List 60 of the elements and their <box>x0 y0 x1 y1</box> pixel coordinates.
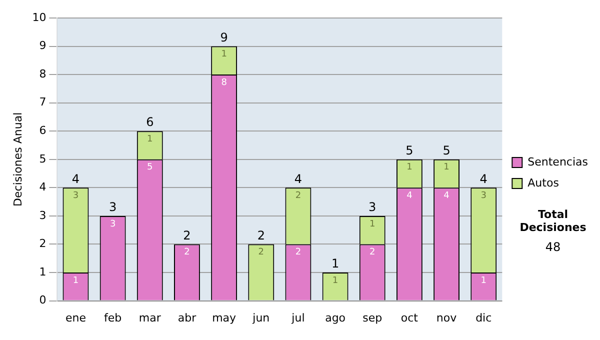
data-label: 1 <box>147 134 153 144</box>
x-tick-label: ago <box>325 311 346 324</box>
y-tick-label: 1 <box>39 265 46 278</box>
x-tick-label: may <box>212 311 237 324</box>
total-label: 3 <box>108 200 117 214</box>
x-tick-label: mar <box>138 311 162 324</box>
y-tick-label: 10 <box>32 10 46 24</box>
total-label: 4 <box>480 172 488 186</box>
total-label: 2 <box>257 228 265 242</box>
legend-label: Sentencias <box>528 155 588 168</box>
data-label: 1 <box>370 219 376 230</box>
x-tick-label: nov <box>436 311 458 324</box>
y-tick-label: 7 <box>39 96 46 109</box>
data-label: 5 <box>147 162 153 173</box>
legend-label: Autos <box>528 176 560 190</box>
data-label: 1 <box>444 162 450 173</box>
data-label: 3 <box>72 191 79 202</box>
total-label: 6 <box>146 115 154 130</box>
data-label: 2 <box>258 248 264 258</box>
y-tick-label: 6 <box>39 124 46 137</box>
data-label: 2 <box>370 248 376 258</box>
y-axis-title: Decisiones Anual <box>11 112 24 206</box>
total-label: 4 <box>72 172 80 186</box>
data-label: 1 <box>332 276 338 286</box>
y-tick-label: 2 <box>39 237 46 250</box>
x-tick-label: abr <box>178 311 197 324</box>
total-label: 4 <box>294 172 302 186</box>
text: 48 <box>544 240 562 254</box>
total-label: 3 <box>368 200 376 214</box>
data-label: 1 <box>406 162 412 173</box>
data-label: 1 <box>480 276 486 286</box>
data-label: 8 <box>221 78 228 88</box>
data-label: 4 <box>444 191 450 202</box>
total-label: 9 <box>220 30 228 44</box>
y-tick-label: 5 <box>39 152 46 166</box>
data-label: 3 <box>480 191 486 202</box>
y-tick-label: 4 <box>39 180 46 194</box>
total-label: 1 <box>331 256 340 271</box>
data-label: 4 <box>406 191 413 202</box>
x-tick-label: ene <box>65 311 86 324</box>
y-tick-label: 0 <box>39 294 46 307</box>
data-label: 2 <box>295 191 302 202</box>
x-tick-label: oct <box>400 311 419 324</box>
total-label: 2 <box>183 228 191 242</box>
data-label: 3 <box>110 219 116 230</box>
data-label: 2 <box>184 248 190 258</box>
x-tick-label: dic <box>476 311 492 324</box>
y-tick-label: 9 <box>39 39 46 52</box>
x-tick-label: feb <box>104 311 122 324</box>
data-label: 2 <box>295 248 302 258</box>
text: Total Decisiones <box>518 208 588 234</box>
x-tick-label: sep <box>362 311 382 324</box>
total-label: 5 <box>442 144 450 158</box>
y-tick-label: 8 <box>39 67 46 80</box>
data-label: 1 <box>221 50 227 60</box>
y-tick-label: 3 <box>39 208 46 222</box>
total-label: 5 <box>406 144 414 158</box>
x-tick-label: jul <box>290 311 305 324</box>
data-label: 1 <box>72 276 79 286</box>
x-tick-label: jun <box>252 311 270 324</box>
